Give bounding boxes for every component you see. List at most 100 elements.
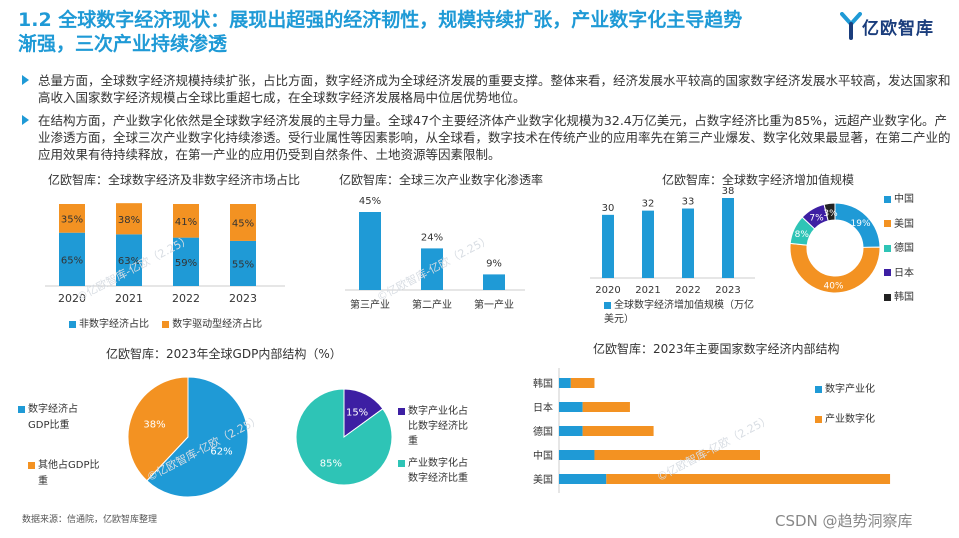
chart3-legend: 全球数字经济增加值规模（万亿美元） <box>604 299 754 327</box>
bar-segment <box>559 474 607 484</box>
bar <box>483 274 505 290</box>
chart3-title: 亿欧智库：全球数字经济增加值规模 <box>662 173 855 187</box>
chart5-legend-sub2: 产业数字化占数字经济比重 <box>398 456 468 486</box>
legend-label: 韩国 <box>894 292 914 303</box>
bar-segment <box>116 203 142 235</box>
chart6-legend-industry: 产业数字化 <box>815 410 875 425</box>
data-label: 35% <box>61 214 83 225</box>
data-label: 3% <box>823 209 838 219</box>
chart6-title: 亿欧智库：2023年主要国家数字经济内部结构 <box>593 342 840 356</box>
legend-swatch <box>884 269 891 276</box>
data-label: 41% <box>175 217 197 228</box>
paragraph-total: 总量方面，全球数字经济规模持续扩张，占比方面，数字经济成为全球经济发展的重要支撑… <box>22 72 958 106</box>
chart1-legend: 非数字经济占比 数字驱动型经济占比 <box>69 315 262 330</box>
legend-item: 韩国 <box>884 286 914 311</box>
page-title: 1.2 全球数字经济现状：展现出超强的经济韧性，规模持续扩张，产业数字化主导趋势… <box>18 8 808 56</box>
paragraph-text: 总量方面，全球数字经济规模持续扩张，占比方面，数字经济成为全球经济发展的重要支撑… <box>38 73 951 105</box>
legend-label: 产业数字化占数字经济比重 <box>408 458 468 484</box>
bar-segment <box>559 426 583 436</box>
x-tick-label: 2020 <box>595 285 620 296</box>
bar-segment <box>59 232 85 286</box>
x-tick-label: 2022 <box>172 292 200 305</box>
x-tick-label: 2021 <box>635 285 660 296</box>
data-label: 32 <box>642 199 655 210</box>
chart2-svg: 45% 第三产业 24% 第二产业 9% 第一产业 <box>345 196 525 311</box>
page-title-line2: 渐强，三次产业持续渗透 <box>18 33 228 55</box>
legend-label: 数字经济占GDP比重 <box>28 404 78 431</box>
legend-label: 日本 <box>894 267 914 279</box>
bar <box>722 198 734 278</box>
data-label: 55% <box>232 259 254 270</box>
data-label: 59% <box>175 258 197 269</box>
csdn-credit: CSDN @趋势洞察库 <box>775 512 913 530</box>
data-label: 45% <box>359 196 381 207</box>
bar-segment <box>230 240 256 286</box>
bar-segment <box>173 204 199 238</box>
legend-label: 非数字经济占比 <box>79 319 149 330</box>
chart4-svg: 19% 40% 8% 7% 3% <box>789 202 881 294</box>
legend-item: 日本 <box>884 262 914 287</box>
bullet-diamond-icon <box>22 115 29 125</box>
data-label: 65% <box>61 255 83 266</box>
x-tick-label: 2020 <box>58 292 86 305</box>
bar-segment <box>230 204 256 241</box>
legend-label: 全球数字经济增加值规模（万亿美元） <box>604 300 754 325</box>
bar <box>642 210 654 278</box>
legend-item: 德国 <box>884 237 914 262</box>
bar-segment <box>173 237 199 286</box>
chart5-title: 亿欧智库：2023年全球GDP内部结构（%） <box>106 347 342 361</box>
bar <box>359 212 381 290</box>
x-tick-label: 第二产业 <box>412 298 452 311</box>
legend-label: 数字产业化 <box>825 384 875 395</box>
x-tick-label: 2023 <box>229 292 257 305</box>
y-tick-label: 德国 <box>533 425 553 438</box>
chart5-legend-digital: 数字经济占GDP比重 <box>18 402 98 434</box>
legend-label: 产业数字化 <box>825 414 875 425</box>
chart4-legend: 中国美国 德国日本韩国 <box>884 188 914 311</box>
y-tick-label: 中国 <box>533 449 553 462</box>
legend-swatch <box>398 407 405 415</box>
x-tick-label: 2022 <box>675 285 700 296</box>
donut-slice <box>823 202 836 222</box>
x-tick-label: 2023 <box>715 285 740 296</box>
data-label: 38% <box>143 420 165 431</box>
bar <box>602 214 614 278</box>
y-tick-label: 美国 <box>533 473 553 486</box>
data-label: 40% <box>824 281 844 291</box>
chart3-svg: 30 2020 32 2021 33 2022 38 2023 <box>590 186 755 296</box>
legend-label: 数字产业化占比数字经济比重 <box>408 406 468 447</box>
legend-swatch <box>884 195 891 203</box>
legend-swatch <box>28 461 35 469</box>
chart5-legend-other: 其他占GDP比重 <box>28 458 108 490</box>
data-label: 15% <box>346 407 368 418</box>
legend-swatch <box>398 459 405 467</box>
logo-text: 亿欧智库 <box>862 19 934 39</box>
bar <box>682 208 694 278</box>
page-title-line1: 1.2 全球数字经济现状：展现出超强的经济韧性，规模持续扩张，产业数字化主导趋势 <box>18 9 743 31</box>
chart6-legend-digital: 数字产业化 <box>815 380 875 395</box>
bar-segment <box>570 378 595 388</box>
legend-item: 非数字经济占比 <box>69 319 149 330</box>
chart5-legend-sub1: 数字产业化占比数字经济比重 <box>398 404 468 449</box>
source-note: 数据来源：信通院，亿欧智库整理 <box>22 515 158 525</box>
bar-segment <box>559 450 595 460</box>
data-label: 33 <box>682 197 695 208</box>
chart2-title: 亿欧智库：全球三次产业数字化渗透率 <box>339 173 544 187</box>
legend-item: 中国 <box>884 188 914 213</box>
legend-swatch <box>815 415 822 423</box>
chart1-svg: 65% 35% 2020 63% 38% 2021 59% 41% 2022 55% 45% 2023 <box>45 203 285 305</box>
legend-swatch <box>18 405 25 413</box>
legend-swatch <box>162 320 170 328</box>
bar <box>421 248 443 290</box>
legend-label: 中国 <box>894 194 914 205</box>
x-tick-label: 第一产业 <box>474 298 514 311</box>
donut-slice <box>789 242 881 294</box>
legend-item: 美国 <box>884 213 914 238</box>
data-label: 9% <box>486 258 502 269</box>
chart1-title: 亿欧智库：全球数字经济及非数字经济市场占比 <box>48 173 301 187</box>
bar-segment <box>582 426 654 436</box>
data-label: 85% <box>320 459 342 470</box>
data-label: 63% <box>118 256 140 267</box>
y-tick-label: 韩国 <box>533 377 553 390</box>
